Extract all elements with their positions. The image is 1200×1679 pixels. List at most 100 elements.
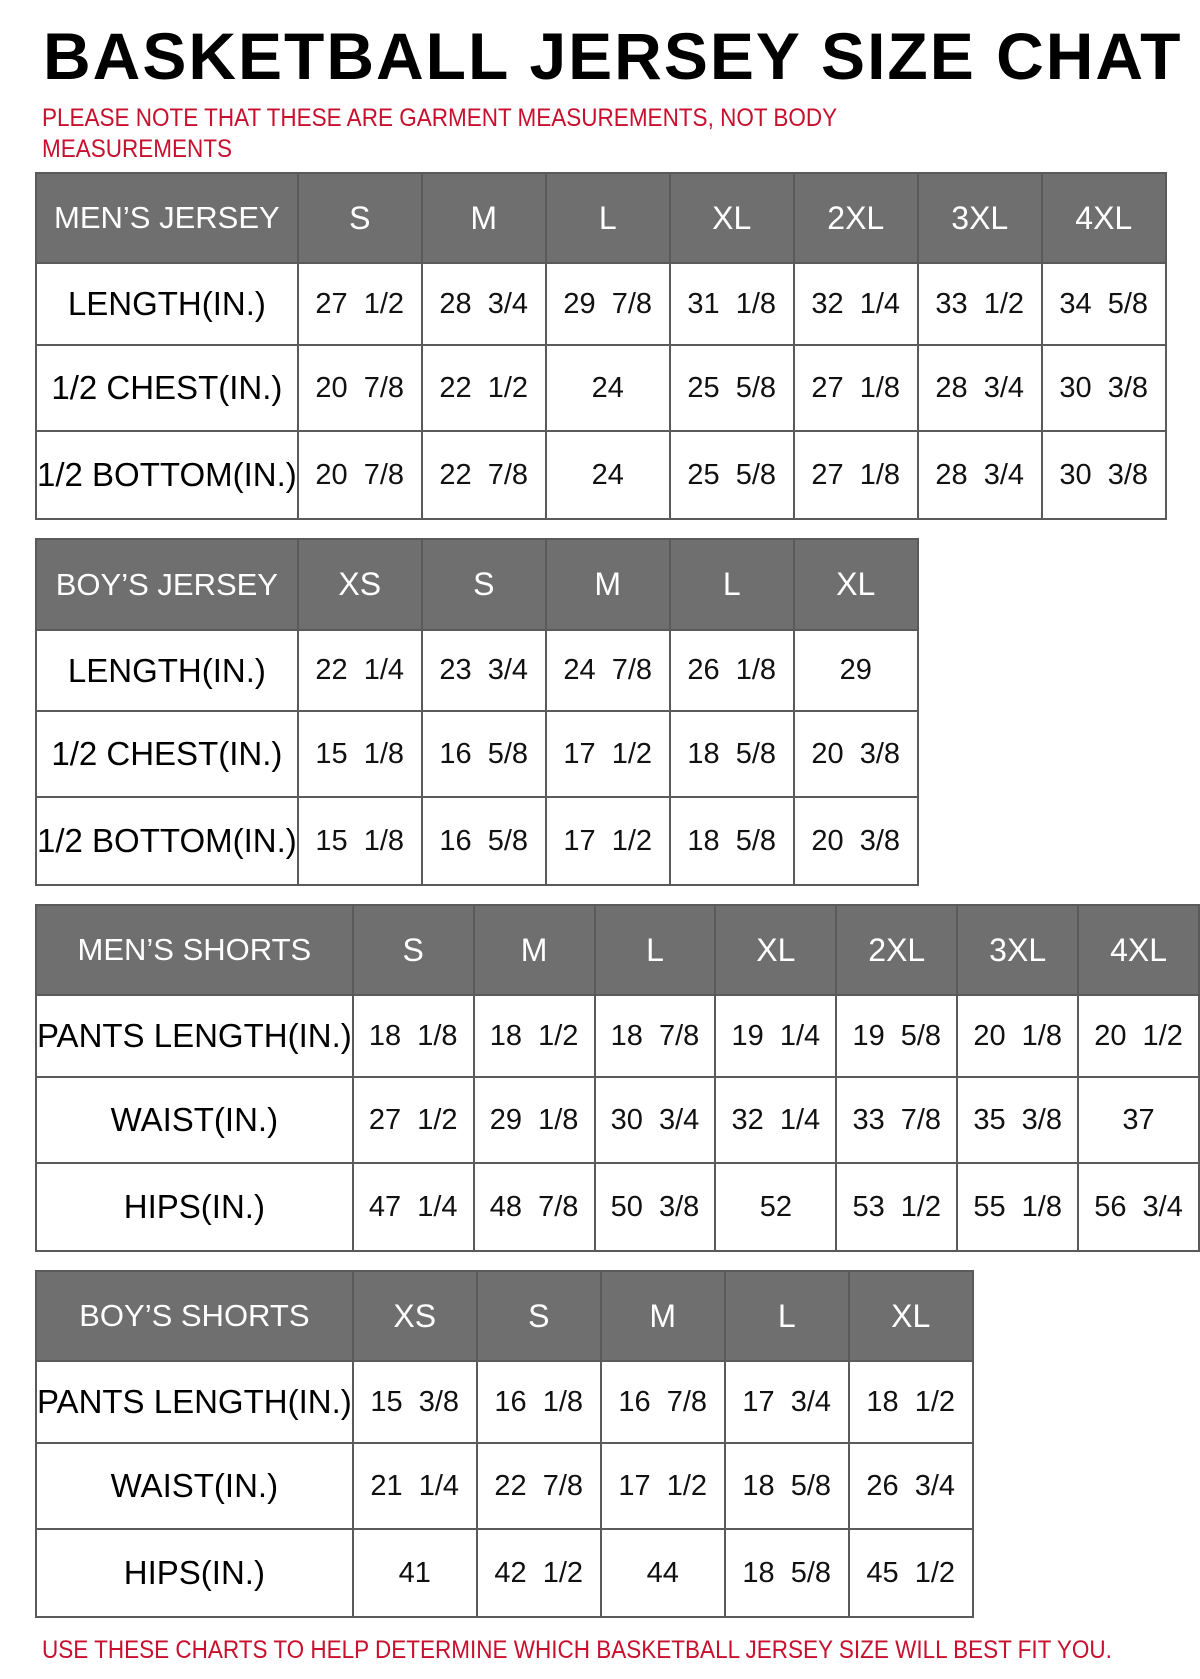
measurement-value: 17 1/2 bbox=[544, 710, 671, 798]
table-title: MEN’S JERSEY bbox=[35, 172, 299, 264]
measurement-value: 27 1/8 bbox=[792, 430, 919, 520]
table-row: WAIST(IN.) 21 1/4 22 7/8 17 1/2 18 5/8 26 3/4 bbox=[35, 1442, 974, 1530]
measurement-value-text: 24 bbox=[591, 371, 624, 404]
table-title: MEN’S SHORTS bbox=[35, 904, 354, 996]
measurement-value: 31 1/8 bbox=[668, 262, 795, 346]
measurement-value-text: 29 1/8 bbox=[489, 1103, 579, 1136]
measurement-value-text: 20 1/2 bbox=[1094, 1019, 1183, 1052]
table-header-row: MEN’S SHORTS S M L XL 2XL 3XL 4XL bbox=[35, 904, 1200, 996]
size-header: L bbox=[544, 172, 671, 264]
measurement-value-text: 27 1/8 bbox=[811, 458, 901, 491]
measurement-label: LENGTH(IN.) bbox=[35, 629, 299, 712]
measurement-value: 22 1/2 bbox=[420, 344, 547, 432]
measurement-value: 15 3/8 bbox=[351, 1360, 478, 1444]
table-row: 1/2 CHEST(IN.) 15 1/8 16 5/8 17 1/2 18 5/8 20… bbox=[35, 710, 919, 798]
measurement-value-text: 30 3/8 bbox=[1059, 371, 1149, 404]
measurement-value: 19 1/4 bbox=[714, 994, 838, 1078]
measurement-value-text: 17 1/2 bbox=[563, 824, 653, 857]
measurement-value: 22 1/4 bbox=[296, 629, 423, 712]
table-row: PANTS LENGTH(IN.) 18 1/8 18 1/2 18 7/8 19 1/… bbox=[35, 994, 1200, 1078]
footer-note: USE THESE CHARTS TO HELP DETERMINE WHICH… bbox=[42, 1636, 1112, 1664]
table-row: HIPS(IN.) 41 42 1/2 44 18 5/8 45 1/2 bbox=[35, 1528, 974, 1618]
measurement-value: 16 5/8 bbox=[420, 710, 547, 798]
size-table-boy-s-shorts: BOY’S SHORTS XS S M L XL PANTS LENGTH(IN.) 15 … bbox=[35, 1270, 974, 1618]
measurement-value-text: 17 3/4 bbox=[742, 1385, 832, 1418]
table-header-row: BOY’S JERSEY XS S M L XL bbox=[35, 538, 919, 631]
table-header-row: MEN’S JERSEY S M L XL 2XL 3XL 4XL bbox=[35, 172, 1167, 264]
measurement-value-text: 18 5/8 bbox=[742, 1556, 832, 1589]
measurement-value-text: 45 1/2 bbox=[866, 1556, 956, 1589]
measurement-value: 41 bbox=[351, 1528, 478, 1618]
size-header: 3XL bbox=[916, 172, 1043, 264]
measurement-value: 32 1/4 bbox=[714, 1076, 838, 1164]
measurement-value: 16 7/8 bbox=[599, 1360, 726, 1444]
measurement-value-text: 25 5/8 bbox=[687, 458, 777, 491]
measurement-value-text: 26 3/4 bbox=[866, 1469, 956, 1502]
measurement-value-text: 22 1/2 bbox=[439, 371, 529, 404]
measurement-value-text: 20 1/8 bbox=[973, 1019, 1062, 1052]
measurement-value-text: 20 7/8 bbox=[315, 458, 405, 491]
measurement-value: 18 5/8 bbox=[668, 710, 795, 798]
measurement-value: 29 7/8 bbox=[544, 262, 671, 346]
table-title: BOY’S SHORTS bbox=[35, 1270, 354, 1362]
table-row: PANTS LENGTH(IN.) 15 3/8 16 1/8 16 7/8 17 3/… bbox=[35, 1360, 974, 1444]
size-header: XS bbox=[296, 538, 423, 631]
measurement-value-text: 21 1/4 bbox=[370, 1469, 460, 1502]
measurement-value: 56 3/4 bbox=[1077, 1162, 1200, 1252]
table-row: 1/2 BOTTOM(IN.) 15 1/8 16 5/8 17 1/2 18 5/8 2… bbox=[35, 796, 919, 886]
measurement-label: WAIST(IN.) bbox=[35, 1076, 354, 1164]
measurement-value: 18 1/2 bbox=[472, 994, 596, 1078]
measurement-value: 47 1/4 bbox=[351, 1162, 475, 1252]
size-header: S bbox=[420, 538, 547, 631]
measurement-value: 16 5/8 bbox=[420, 796, 547, 886]
size-header: 3XL bbox=[956, 904, 1080, 996]
measurement-value-text: 15 1/8 bbox=[315, 737, 405, 770]
measurement-value-text: 20 3/8 bbox=[811, 824, 901, 857]
measurement-value-text: 28 3/4 bbox=[439, 287, 529, 320]
measurement-value-text: 20 3/8 bbox=[811, 737, 901, 770]
measurement-value: 50 3/8 bbox=[593, 1162, 717, 1252]
measurement-value-text: 23 3/4 bbox=[439, 654, 529, 686]
size-header: M bbox=[599, 1270, 726, 1362]
measurement-value-text: 15 1/8 bbox=[315, 824, 405, 857]
measurement-value: 29 bbox=[792, 629, 919, 712]
size-header: XL bbox=[847, 1270, 974, 1362]
measurement-value: 27 1/2 bbox=[296, 262, 423, 346]
measurement-value: 34 5/8 bbox=[1040, 262, 1167, 346]
measurement-value: 27 1/8 bbox=[792, 344, 919, 432]
measurement-value: 52 bbox=[714, 1162, 838, 1252]
measurement-value: 17 1/2 bbox=[544, 796, 671, 886]
measurement-value-text: 16 7/8 bbox=[618, 1385, 708, 1418]
measurement-value-text: 55 1/8 bbox=[973, 1190, 1062, 1223]
size-header: M bbox=[420, 172, 547, 264]
measurement-value: 24 7/8 bbox=[544, 629, 671, 712]
measurement-value: 33 7/8 bbox=[835, 1076, 959, 1164]
measurement-value-text: 30 3/4 bbox=[610, 1103, 700, 1136]
measurement-value: 18 1/2 bbox=[847, 1360, 974, 1444]
measurement-value: 24 bbox=[544, 430, 671, 520]
measurement-value: 26 1/8 bbox=[668, 629, 795, 712]
measurement-value-text: 44 bbox=[646, 1556, 679, 1589]
measurement-value-text: 48 7/8 bbox=[489, 1190, 579, 1223]
size-header: 4XL bbox=[1040, 172, 1167, 264]
measurement-value: 35 3/8 bbox=[956, 1076, 1080, 1164]
size-header: M bbox=[472, 904, 596, 996]
measurement-value: 18 7/8 bbox=[593, 994, 717, 1078]
measurement-value-text: 29 7/8 bbox=[563, 287, 653, 320]
table-row: HIPS(IN.) 47 1/4 48 7/8 50 3/8 52 53 1/2 55 1/… bbox=[35, 1162, 1200, 1252]
measurement-value-text: 56 3/4 bbox=[1094, 1190, 1183, 1223]
measurement-value: 15 1/8 bbox=[296, 710, 423, 798]
measurement-value-text: 18 5/8 bbox=[687, 737, 777, 770]
measurement-label: 1/2 BOTTOM(IN.) bbox=[35, 796, 299, 886]
measurement-value: 26 3/4 bbox=[847, 1442, 974, 1530]
measurement-value: 28 3/4 bbox=[916, 430, 1043, 520]
size-header: XL bbox=[792, 538, 919, 631]
measurement-value: 30 3/8 bbox=[1040, 344, 1167, 432]
measurement-label: 1/2 CHEST(IN.) bbox=[35, 344, 299, 432]
measurement-value: 55 1/8 bbox=[956, 1162, 1080, 1252]
measurement-label: 1/2 BOTTOM(IN.) bbox=[35, 430, 299, 520]
measurement-value: 16 1/8 bbox=[475, 1360, 602, 1444]
measurement-label: HIPS(IN.) bbox=[35, 1162, 354, 1252]
measurement-label: WAIST(IN.) bbox=[35, 1442, 354, 1530]
size-header: XL bbox=[714, 904, 838, 996]
